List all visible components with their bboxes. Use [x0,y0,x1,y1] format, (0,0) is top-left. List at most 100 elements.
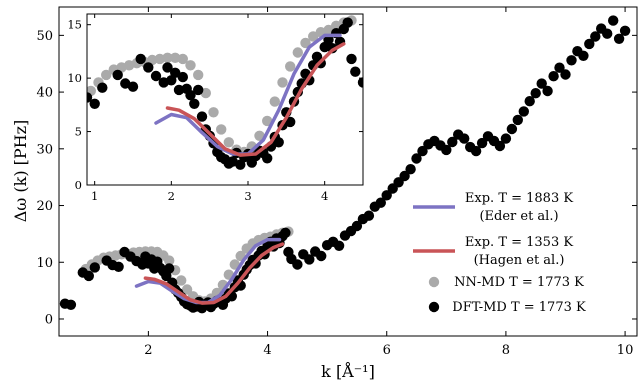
inset-dftmd-series-point [97,82,108,93]
inset-dftmd-series-point [342,17,353,28]
dftmd-series-point [608,15,619,26]
legend-marker-swatch [428,276,440,288]
dftmd-series-point [164,263,175,274]
inset-dftmd-series-point [173,84,185,96]
inset-nnmd-series-point [223,137,234,148]
inset-dftmd-series-point [357,77,363,88]
inset-dftmd-series-point [127,81,139,92]
dftmd-series-point [459,133,470,144]
inset-dftmd-series-point [196,111,208,122]
dftmd-series-point [602,28,613,39]
inset-dftmd-series-point [162,62,173,73]
dftmd-series-point [524,96,535,107]
dftmd-series-point [494,140,506,152]
inset-dftmd-series-point [189,98,200,110]
inset-nnmd-series-point [154,53,165,65]
inset-dftmd-series-point [185,90,196,101]
y-axis-label: Δω (k) [PHz] [11,120,30,223]
legend-label: Exp. T = 1353 K [465,235,573,250]
dftmd-series-point [441,144,452,156]
hagen-series-line [143,242,285,305]
dftmd-series-point [316,250,327,262]
inset-nnmd-series-point [300,37,311,49]
dftmd-series-point [363,210,375,221]
inset-nnmd-series-point [216,124,227,135]
dftmd-series-point [560,69,571,80]
dftmd-series-point [89,262,101,273]
main-plot-frame [58,6,638,337]
dftmd-series-point [548,71,559,82]
y-tick-label: 0 [45,312,53,327]
inset-dftmd-series-point [89,98,100,110]
dftmd-series-point [333,240,345,251]
legend-label: DFT-MD T = 1773 K [452,300,586,315]
inset-x-tick-label: 4 [321,189,328,203]
dftmd-series-point [619,25,631,36]
y-tick-label: 30 [36,142,53,157]
inset-hagen-series-line [165,42,346,157]
dftmd-series-point [476,137,488,149]
inset-dftmd-series-point [87,92,93,103]
inset-y-tick-label: 5 [75,125,82,139]
x-tick-label: 10 [617,343,634,358]
inset-dftmd-series-point [273,137,284,148]
inset-nnmd-series-point [170,52,181,63]
dftmd-series-point [417,145,428,157]
inset-nnmd-series-point [292,47,303,58]
dftmd-series-point [83,270,95,282]
nnmd-series-point [181,284,193,295]
inset-dftmd-series-point [262,153,273,164]
dftmd-series-point [536,78,547,89]
inset-y-tick-label: 10 [67,71,82,85]
inset-nnmd-series-point [254,130,265,141]
dftmd-series-point [411,153,422,164]
inset-dftmd-series-point [193,84,204,96]
dftmd-series-point [613,33,625,44]
y-tick-label: 10 [36,256,53,271]
inset-nnmd-series-point [269,96,280,107]
legend: Exp. T = 1883 K (Eder et al.) Exp. T = 135… [413,191,586,315]
x-tick-label: 2 [144,343,152,358]
dftmd-series-point [65,299,77,310]
inset-dftmd-series-point [177,71,188,83]
nnmd-series-point [164,255,175,266]
inset-nnmd-series-point [162,52,173,63]
dftmd-series-point [506,123,518,135]
inset-dftmd-series-point [112,69,123,81]
dftmd-series-point [399,170,410,182]
inset-dftmd-series-point [346,53,357,65]
legend-label: NN-MD T = 1773 K [454,275,584,290]
y-tick-label: 50 [36,29,53,44]
x-axis-label: k [Å⁻¹] [321,361,375,381]
dftmd-series-point [566,55,577,66]
dftmd-series-point [292,259,303,270]
dftmd-series-point [590,31,601,42]
inset-frame [86,13,364,186]
inset-dftmd-series-point [150,70,162,82]
dftmd-series-point [304,254,315,265]
inset-nnmd-series-point [277,77,288,88]
main-plot-area [59,15,631,314]
inset-dftmd-series-point [135,53,146,65]
dftmd-series-point [584,38,595,50]
inset-dftmd-series-point [350,66,361,77]
inset-nnmd-series-point [193,69,204,81]
x-tick-label: 8 [502,343,510,358]
inset-nnmd-series-point [208,107,219,118]
nnmd-series-point [176,275,187,286]
x-tick-label: 4 [263,343,271,358]
dftmd-series-point [554,62,565,73]
legend-sublabel: (Eder et al.) [479,209,558,224]
inset-dftmd-series-point [143,62,154,73]
inset-x-tick-label: 2 [168,189,175,203]
inset-nnmd-series-point [262,115,273,127]
inset-nnmd-series-point [101,69,112,81]
dftmd-series-point [512,114,523,126]
inset-plot-area [87,15,363,170]
legend-sublabel: (Hagen et al.) [474,253,565,268]
inset-dftmd-series-point [170,67,181,79]
legend-label: Exp. T = 1883 K [465,191,573,206]
inset-nnmd-series-point [308,31,319,42]
